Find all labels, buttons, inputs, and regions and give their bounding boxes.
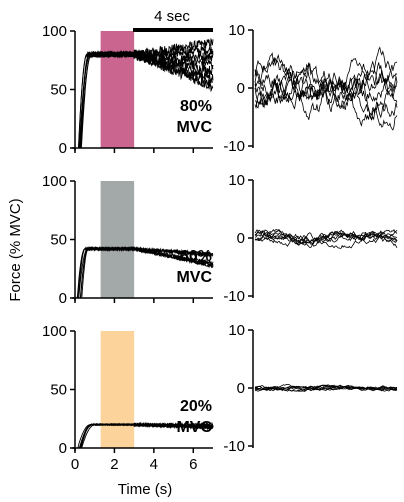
y-tick-label: 0 <box>237 80 245 97</box>
y-tick-label: -10 <box>223 438 245 455</box>
y-tick-label: 100 <box>42 23 67 40</box>
y-tick-label: -10 <box>223 138 245 155</box>
residual-trace <box>254 77 398 110</box>
x-tick-label: 6 <box>189 456 197 473</box>
residual-panel-0: 10 0 -10 <box>223 22 398 155</box>
y-tick-label: 10 <box>228 22 245 39</box>
residual-trace <box>254 384 398 392</box>
condition-label: 80% <box>180 98 212 115</box>
scale-bar-label: 4 sec <box>154 8 190 25</box>
residual-trace <box>254 230 398 244</box>
y-tick-label: 100 <box>42 323 67 340</box>
y-tick-label: 50 <box>50 232 67 249</box>
y-tick-label: 10 <box>228 322 245 339</box>
y-tick-label: 0 <box>59 440 67 457</box>
left-force-panels: 0 50 100 80% MVC 0 50 100 60% MVC 0 50 100 0 2 4 6 20% MVC <box>42 23 214 473</box>
residual-trace <box>254 63 398 131</box>
condition-label: MVC <box>176 119 212 136</box>
force-panel-2: 0 50 100 0 2 4 6 20% MVC <box>42 323 214 473</box>
shade-window <box>100 181 135 298</box>
y-axis-label: Force (% MVC) <box>7 198 24 301</box>
condition-label: 20% <box>180 398 212 415</box>
force-trace <box>75 421 214 449</box>
residual-panel-2: 10 0 -10 <box>223 322 398 455</box>
y-tick-label: 50 <box>50 382 67 399</box>
y-tick-label: 0 <box>59 140 67 157</box>
shade-window <box>100 331 135 448</box>
y-tick-label: -10 <box>223 288 245 305</box>
force-panel-0: 0 50 100 80% MVC <box>42 23 214 157</box>
residual-trace <box>254 61 398 120</box>
residual-trace <box>254 46 398 105</box>
x-axis-label: Time (s) <box>118 481 172 498</box>
y-tick-label: 0 <box>237 230 245 247</box>
right-residual-panels: 10 0 -10 10 0 -10 10 0 -10 <box>223 22 398 455</box>
condition-label: MVC <box>176 419 212 436</box>
condition-label: MVC <box>176 269 212 286</box>
x-tick-label: 2 <box>110 456 118 473</box>
residual-trace <box>254 383 398 391</box>
y-tick-label: 10 <box>228 172 245 189</box>
x-tick-label: 0 <box>71 456 79 473</box>
force-trace <box>75 50 214 149</box>
scale-bar: 4 sec <box>133 8 213 32</box>
y-tick-label: 100 <box>42 173 67 190</box>
force-panel-1: 0 50 100 60% MVC <box>42 173 214 307</box>
y-tick-label: 50 <box>50 82 67 99</box>
residual-trace <box>254 229 398 243</box>
y-tick-label: 0 <box>237 380 245 397</box>
condition-label: 60% <box>180 248 212 265</box>
y-tick-label: 0 <box>59 290 67 307</box>
force-trace <box>75 246 214 299</box>
residual-panel-1: 10 0 -10 <box>223 172 398 305</box>
shade-window <box>100 31 135 148</box>
x-tick-label: 4 <box>150 456 158 473</box>
residual-trace <box>254 384 397 392</box>
residual-trace <box>254 228 398 247</box>
